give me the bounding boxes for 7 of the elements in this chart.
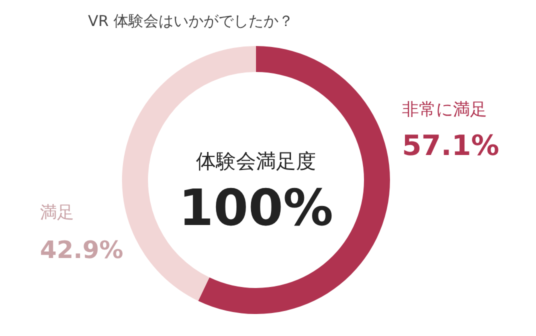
text: 体験会満足度 [196,149,316,173]
data-label: 57.1% [402,129,500,162]
chart-title: VR 体験会はいかがでしたか？ [88,12,294,30]
slice-label: 非常に満足 [402,100,487,120]
data-label: 42.9% [40,236,124,264]
slice-label: 満足 [40,203,74,223]
text: 100% [178,179,334,237]
